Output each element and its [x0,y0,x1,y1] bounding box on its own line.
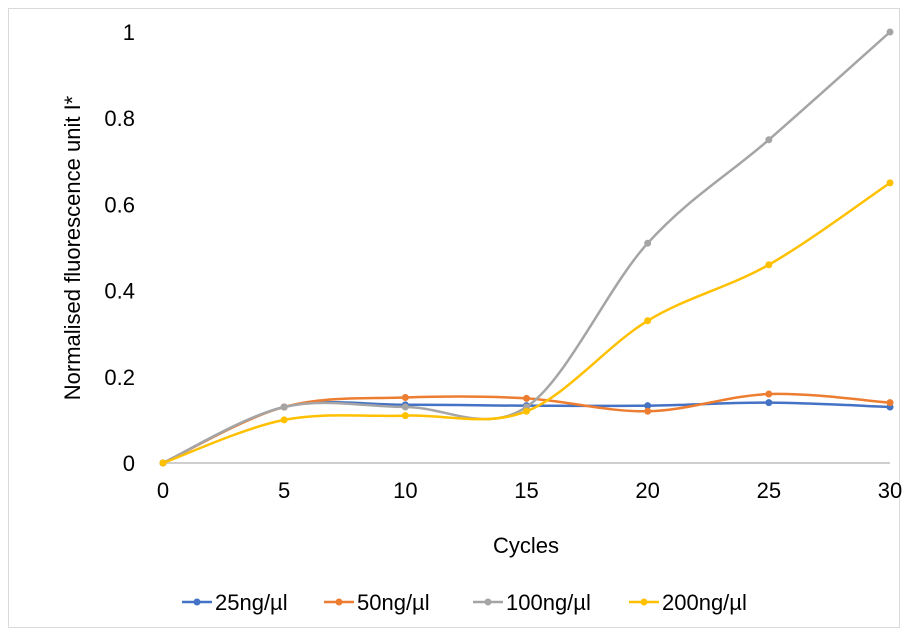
data-point [523,394,530,402]
data-point [401,403,409,411]
x-tick-label: 15 [514,478,538,503]
legend-item: 25ng/µl [182,590,288,615]
chart-frame [8,8,900,628]
series-layer [159,28,894,467]
data-point [159,459,167,467]
y-tick-label: 0.8 [104,106,135,131]
y-tick-labels: 0 0.2 0.4 0.6 0.8 1 [104,20,135,476]
x-tick-label: 20 [635,478,659,503]
series-line [162,181,891,465]
data-point [401,412,409,420]
legend-label: 50ng/µl [357,590,430,615]
y-tick-label: 0.6 [104,192,135,217]
data-point [765,399,773,407]
legend-swatch-marker [640,598,648,606]
legend-item: 50ng/µl [324,590,430,615]
data-point [886,399,894,407]
series-3 [159,179,894,467]
x-tick-label: 25 [757,478,781,503]
x-tick-labels: 0 5 10 15 20 25 30 [157,478,902,503]
y-tick-label: 0.2 [104,365,135,390]
data-point [765,390,773,398]
data-point [886,179,894,187]
data-point [280,416,288,424]
legend-item: 200ng/µl [629,590,747,615]
x-axis-title: Cycles [493,533,559,558]
y-tick-label: 0 [123,451,135,476]
data-point [280,403,288,411]
legend-swatch-marker [193,598,201,606]
legend-label: 200ng/µl [662,590,747,615]
data-point [644,402,652,410]
data-point [644,317,652,325]
data-point [401,393,409,401]
data-point [644,239,652,247]
x-tick-label: 0 [157,478,169,503]
y-tick-label: 0.4 [104,279,135,304]
legend-swatch-marker [335,598,343,606]
data-point [644,407,652,415]
y-tick-label: 1 [123,20,135,45]
x-tick-label: 30 [878,478,902,503]
data-point [765,261,773,269]
x-tick-label: 5 [278,478,290,503]
legend-label: 25ng/µl [215,590,288,615]
legend-item: 100ng/µl [473,590,591,615]
legend-swatch-marker [484,598,492,606]
data-point [886,28,894,36]
legend-label: 100ng/µl [506,590,591,615]
data-point [765,136,773,144]
data-point [523,407,530,415]
legend: 25ng/µl 50ng/µl 100ng/µl 200ng/µl [182,590,747,615]
x-tick-label: 10 [393,478,417,503]
y-axis-title: Normalised fluorescence unit I* [60,95,85,400]
